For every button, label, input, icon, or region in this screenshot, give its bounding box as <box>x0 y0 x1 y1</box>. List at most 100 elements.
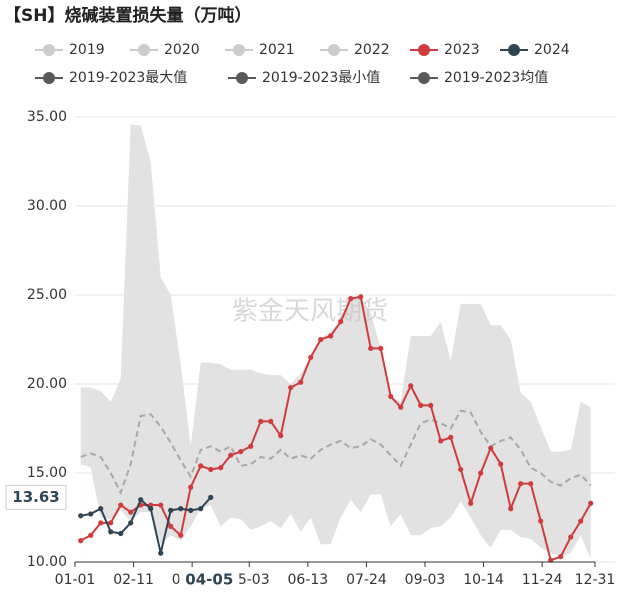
legend-marker <box>43 72 55 84</box>
x-tick-label: 10-14 <box>463 572 504 588</box>
data-point <box>578 518 584 524</box>
data-point <box>188 484 194 490</box>
data-point <box>398 404 404 410</box>
data-point <box>468 500 474 506</box>
data-point <box>208 466 214 473</box>
x-tick-label: 06-13 <box>288 572 329 588</box>
legend-label: 2019-2023最大值 <box>69 70 187 86</box>
data-point <box>268 418 274 424</box>
data-point <box>108 520 114 526</box>
x-tick-label: 02-11 <box>113 572 154 588</box>
data-point <box>338 319 344 325</box>
data-point <box>108 529 114 535</box>
y-tick-label: 30.00 <box>27 198 67 214</box>
data-point <box>498 461 504 467</box>
data-point <box>138 497 144 503</box>
data-point <box>478 470 484 476</box>
data-point <box>358 294 364 300</box>
y-tick-label: 35.00 <box>27 109 67 125</box>
data-point <box>538 518 544 524</box>
data-point <box>428 402 434 408</box>
data-point <box>418 402 424 408</box>
legend-marker <box>138 44 150 56</box>
x-tick-label: 12-31 <box>575 572 616 588</box>
y-tick-label: 20.00 <box>27 376 67 392</box>
data-point <box>588 500 594 506</box>
data-point <box>128 520 134 526</box>
legend-marker <box>236 72 248 84</box>
data-point <box>368 345 374 351</box>
x-tick-label: 01-01 <box>55 572 96 588</box>
max-area <box>80 124 591 563</box>
pointer-y-label: 13.63 <box>12 488 59 506</box>
data-point <box>118 502 124 508</box>
data-point <box>568 534 574 540</box>
legend-marker <box>328 44 340 56</box>
legend-marker <box>418 44 430 56</box>
legend-label: 2024 <box>534 42 570 58</box>
series-line <box>80 409 592 496</box>
data-point <box>78 513 84 519</box>
min-area <box>80 464 591 562</box>
data-point <box>298 379 304 385</box>
legend-label: 2020 <box>164 42 200 58</box>
data-point <box>218 465 224 471</box>
series-line <box>80 295 592 562</box>
data-point <box>438 438 444 444</box>
data-point <box>158 550 164 556</box>
data-point <box>288 384 294 391</box>
data-point <box>518 481 524 487</box>
data-point <box>168 507 174 513</box>
legend-marker <box>43 44 55 56</box>
x-tick-label: 09-03 <box>405 572 446 588</box>
data-point <box>148 506 154 512</box>
data-point <box>98 520 104 526</box>
data-point <box>508 506 514 512</box>
data-point <box>248 443 254 449</box>
legend-label: 2019 <box>69 42 105 58</box>
y-tick-label: 25.00 <box>27 287 67 303</box>
data-point <box>448 434 454 440</box>
data-point <box>238 449 244 455</box>
data-point <box>558 554 564 560</box>
legend-label: 2022 <box>354 42 390 58</box>
data-point <box>378 345 384 351</box>
data-point <box>88 532 94 538</box>
data-point <box>178 506 184 512</box>
data-point <box>208 494 214 500</box>
data-point <box>308 354 314 360</box>
data-point <box>178 532 184 538</box>
data-point <box>408 383 414 389</box>
y-tick-label: 10.00 <box>27 554 67 570</box>
data-point <box>228 452 234 458</box>
data-point <box>388 393 394 400</box>
data-point <box>78 538 84 544</box>
data-point <box>88 511 94 517</box>
legend-label: 2019-2023最小值 <box>262 70 380 86</box>
data-point <box>488 445 494 451</box>
data-point <box>198 463 204 469</box>
legend-label: 2023 <box>444 42 480 58</box>
data-point <box>348 295 354 302</box>
data-point <box>198 506 204 512</box>
pointer-y-box <box>5 484 67 510</box>
data-point <box>118 530 124 537</box>
data-point <box>528 481 534 487</box>
pointer-x-box <box>179 568 240 592</box>
data-point <box>258 418 264 424</box>
legend-label: 2019-2023均值 <box>444 70 548 86</box>
data-point <box>98 506 104 512</box>
chart-title: 【SH】烧碱装置损失量（万吨） <box>4 5 251 26</box>
legend-marker <box>418 72 430 84</box>
data-point <box>278 433 284 439</box>
legend-label: 2021 <box>259 42 295 58</box>
y-tick-label: 15.00 <box>27 465 67 481</box>
data-point <box>458 466 464 473</box>
pointer-x-label: 04-05 <box>185 571 233 589</box>
legend-marker <box>233 44 245 56</box>
x-tick-label: 11-24 <box>522 572 563 588</box>
data-point <box>188 507 194 513</box>
data-point <box>128 509 134 515</box>
